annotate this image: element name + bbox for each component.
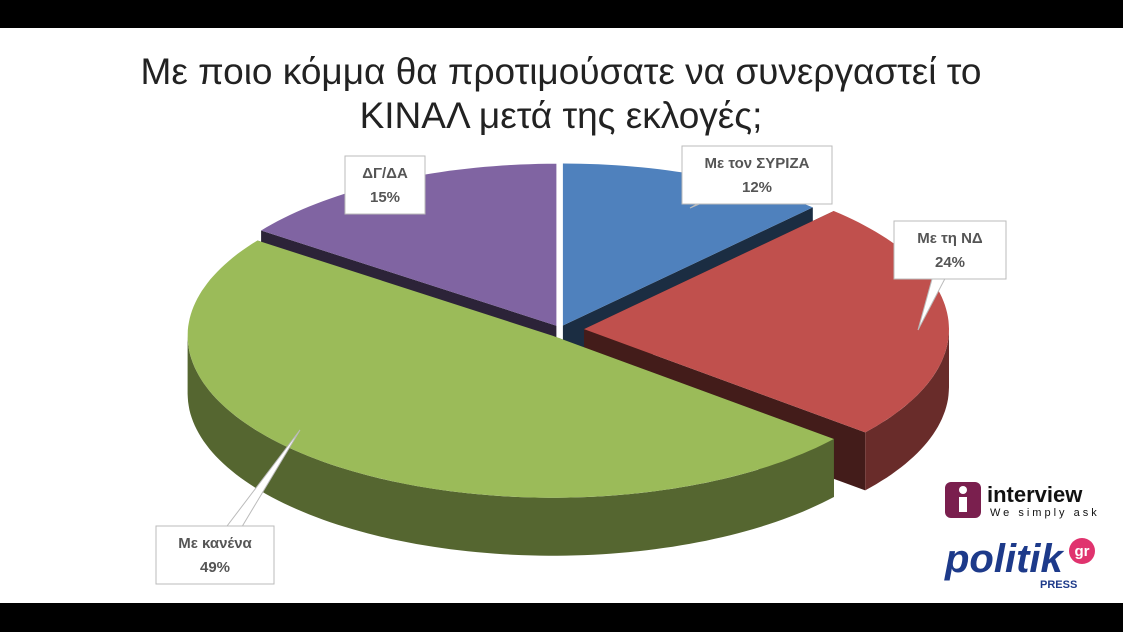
logo-icon [959,497,967,512]
slice-value-label: 24% [935,254,965,271]
label-box [681,145,833,205]
slice [187,240,834,498]
logo-text: PRESS [1040,579,1077,591]
slice-value-label: 15% [370,189,400,206]
pie [187,163,949,556]
top-bar [0,0,1123,28]
slice-value-label: 49% [200,559,230,576]
logo: interview We simply ask politik gr PRESS [944,482,1100,591]
label-box [893,220,1007,280]
logo-text: politik [944,537,1065,581]
chart-title: Με ποιο κόμμα θα προτιμούσατε να συνεργα… [140,51,982,136]
slice-side [865,329,949,491]
logo-text: interview [987,482,1083,507]
label-box [155,525,275,585]
logo-icon [959,486,967,494]
slice-label: ΔΓ/ΔΑ [362,165,408,182]
labels: Με τον ΣΥΡΙΖΑ 12% Με τη ΝΔ 24% Με κανένα 49% Δ… [155,145,1007,585]
slice-label: Με τη ΝΔ [917,230,983,247]
slice-side [187,335,834,556]
logo-tagline: We simply ask [990,507,1100,519]
slice [584,211,949,433]
slice [261,163,557,326]
slice-value-label: 12% [742,179,772,196]
slice-label: Με κανένα [178,535,252,552]
slice-label: Με τον ΣΥΡΙΖΑ [705,155,810,172]
logo-text: gr [1075,543,1090,560]
label-box [344,155,426,215]
bottom-bar [0,603,1123,632]
logo-icon [1069,538,1095,564]
